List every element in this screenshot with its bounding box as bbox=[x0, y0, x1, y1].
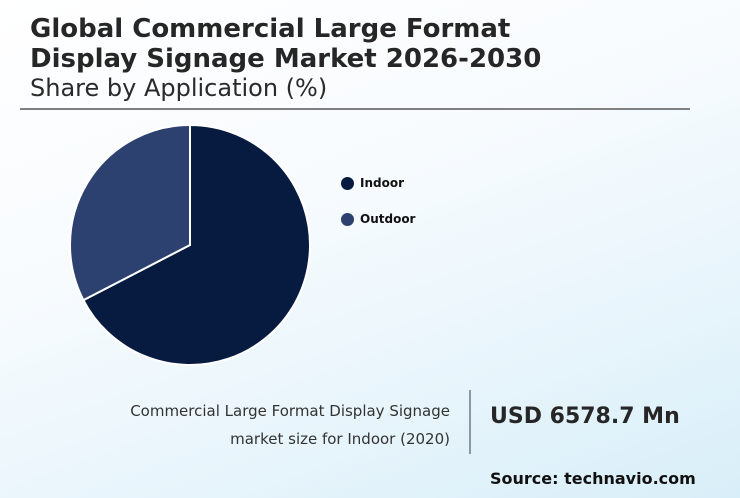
desc-line-2: market size for Indoor (2020) bbox=[230, 430, 450, 448]
chart-subtitle: Share by Application (%) bbox=[30, 74, 328, 102]
title-divider bbox=[20, 108, 690, 110]
pie-slice-indoor bbox=[82, 123, 311, 366]
pie-slices bbox=[69, 123, 311, 366]
desc-line-1: Commercial Large Format Display Signage bbox=[130, 402, 450, 420]
title-line-2: Display Signage Market 2026-2030 bbox=[30, 44, 542, 74]
market-size-description: Commercial Large Format Display Signage … bbox=[130, 397, 450, 453]
legend-item-indoor: Indoor bbox=[341, 174, 415, 192]
legend-item-outdoor: Outdoor bbox=[341, 210, 415, 228]
market-size-value: USD 6578.7 Mn bbox=[490, 404, 680, 429]
legend-label: Indoor bbox=[360, 176, 405, 190]
source-credit: Source: technavio.com bbox=[490, 469, 696, 488]
legend: Indoor Outdoor bbox=[341, 174, 415, 246]
legend-dot-outdoor-icon bbox=[341, 212, 354, 226]
legend-dot-indoor-icon bbox=[341, 176, 354, 190]
pie-chart bbox=[69, 123, 311, 366]
title-line-1: Global Commercial Large Format bbox=[30, 14, 511, 44]
legend-label: Outdoor bbox=[360, 212, 416, 226]
chart-title: Global Commercial Large Format Display S… bbox=[30, 14, 541, 74]
footer-divider bbox=[469, 390, 471, 454]
pie-slice-outdoor bbox=[69, 123, 191, 302]
